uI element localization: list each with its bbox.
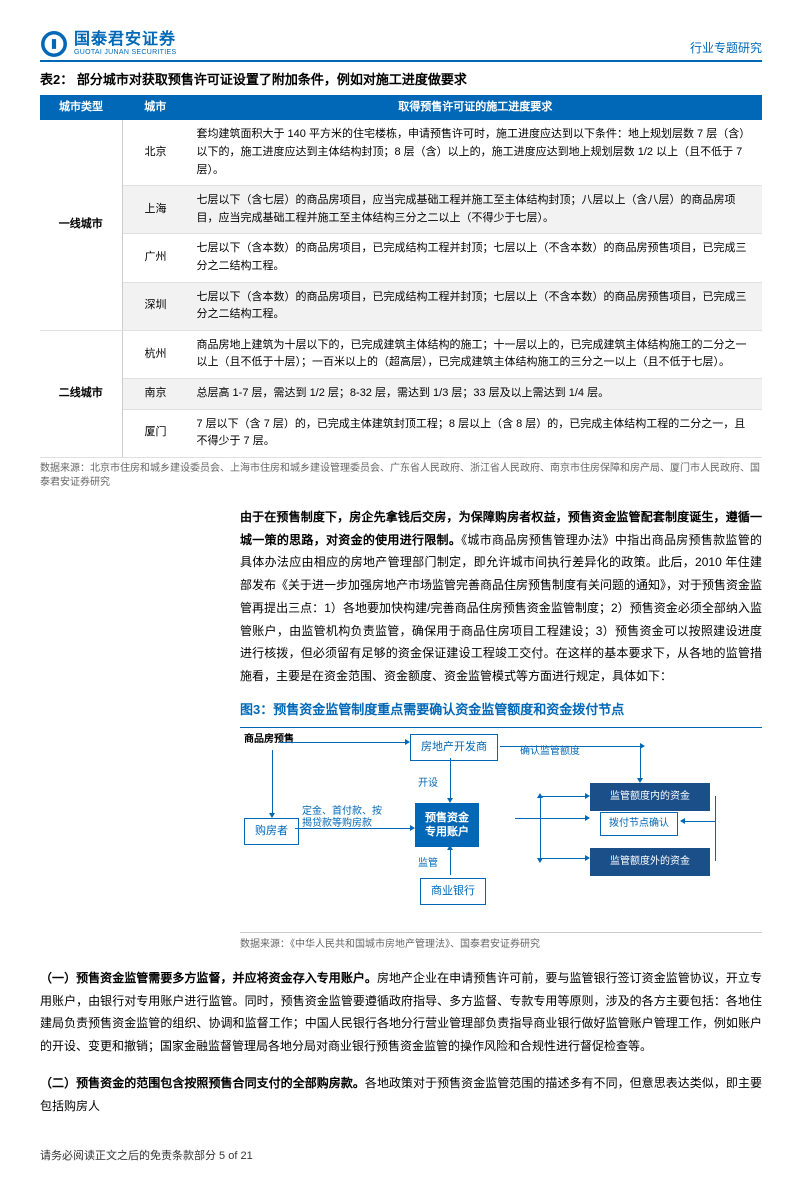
node-bank: 商业银行: [420, 878, 486, 906]
sec2-bold: （二）预售资金的范围包含按照预售合同支付的全部购房款。: [40, 1076, 365, 1090]
node-inlimit: 监管额度内的资金: [590, 783, 710, 811]
brand-en: GUOTAI JUNAN SECURITIES: [74, 49, 176, 57]
section-1: （一）预售资金监管需要多方监督，并应将资金存入专用账户。房地产企业在申请预售许可…: [40, 967, 762, 1058]
section-2: （二）预售资金的范围包含按照预售合同支付的全部购房款。各地政策对于预售资金监管范…: [40, 1072, 762, 1118]
req-cell: 商品房地上建筑为十层以下的，已完成建筑主体结构的施工；十一层以上的，已完成建筑主…: [189, 330, 763, 378]
req-cell: 七层以下（含七层）的商品房项目，应当完成基础工程并施工至主体结构封顶；八层以上（…: [189, 186, 763, 234]
lbl-open: 开设: [418, 776, 438, 792]
para1-rest: 《城市商品房预售管理办法》中指出商品房预售款监管的具体办法应由相应的房地产管理部…: [240, 533, 762, 684]
node-outlimit: 监管额度外的资金: [590, 848, 710, 876]
col-city: 城市: [122, 95, 189, 121]
node-account: 预售资金 专用账户: [415, 803, 479, 848]
node-buyer: 购房者: [244, 818, 299, 846]
node-presale: 商品房预售: [244, 732, 294, 748]
header: 国泰君安证券 GUOTAI JUNAN SECURITIES 行业专题研究: [40, 30, 762, 62]
logo-icon: [40, 30, 68, 58]
brand-cn: 国泰君安证券: [74, 31, 176, 49]
col-type: 城市类型: [40, 95, 122, 121]
lbl-payment: 定金、首付款、按 揭贷款等购房款: [302, 806, 382, 830]
col-req: 取得预售许可证的施工进度要求: [189, 95, 763, 121]
node-confirmpay: 拨付节点确认: [600, 812, 678, 836]
city-cell: 上海: [122, 186, 189, 234]
city-cell: 深圳: [122, 282, 189, 330]
city-cell: 广州: [122, 234, 189, 282]
fig3-title: 图3：预售资金监管制度重点需要确认资金监管额度和资金拨付节点: [240, 700, 762, 721]
fig3-diagram: 商品房预售 房地产开发商 购房者 预售资金 专用账户 商业银行 监管额度内的资金…: [240, 727, 762, 933]
logo: 国泰君安证券 GUOTAI JUNAN SECURITIES: [40, 30, 176, 58]
fig3-source: 数据来源：《中华人民共和国城市房地产管理法》、国泰君安证券研究: [240, 937, 762, 953]
req-cell: 总层高 1-7 层，需达到 1/2 层；8-32 层，需达到 1/3 层；33 …: [189, 378, 763, 409]
table2-source: 数据来源：北京市住房和城乡建设委员会、上海市住房和城乡建设管理委员会、广东省人民…: [40, 462, 762, 490]
paragraph-1: 由于在预售制度下，房企先拿钱后交房，为保障购房者权益，预售资金监管配套制度诞生，…: [240, 506, 762, 688]
req-cell: 7 层以下（含 7 层）的，已完成主体建筑封顶工程；8 层以上（含 8 层）的，…: [189, 409, 763, 457]
city-cell: 北京: [122, 120, 189, 185]
footer: 请务必阅读正文之后的免责条款部分 5 of 21: [40, 1148, 762, 1166]
table2: 城市类型 城市 取得预售许可证的施工进度要求 一线城市北京套均建筑面积大于 14…: [40, 95, 762, 458]
city-cell: 杭州: [122, 330, 189, 378]
req-cell: 七层以下（含本数）的商品房项目，已完成结构工程并封顶；七层以上（不含本数）的商品…: [189, 282, 763, 330]
category-cell: 二线城市: [40, 330, 122, 457]
lbl-supervise: 监管: [418, 856, 438, 872]
category-cell: 一线城市: [40, 120, 122, 330]
sec1-bold: （一）预售资金监管需要多方监督，并应将资金存入专用账户。: [40, 971, 377, 985]
doc-category: 行业专题研究: [690, 39, 762, 58]
node-developer: 房地产开发商: [410, 734, 498, 762]
req-cell: 套均建筑面积大于 140 平方米的住宅楼栋，申请预售许可时，施工进度应达到以下条…: [189, 120, 763, 185]
table2-title: 表2： 部分城市对获取预售许可证设置了附加条件，例如对施工进度做要求: [40, 70, 762, 91]
city-cell: 厦门: [122, 409, 189, 457]
req-cell: 七层以下（含本数）的商品房项目，已完成结构工程并封顶；七层以上（不含本数）的商品…: [189, 234, 763, 282]
city-cell: 南京: [122, 378, 189, 409]
